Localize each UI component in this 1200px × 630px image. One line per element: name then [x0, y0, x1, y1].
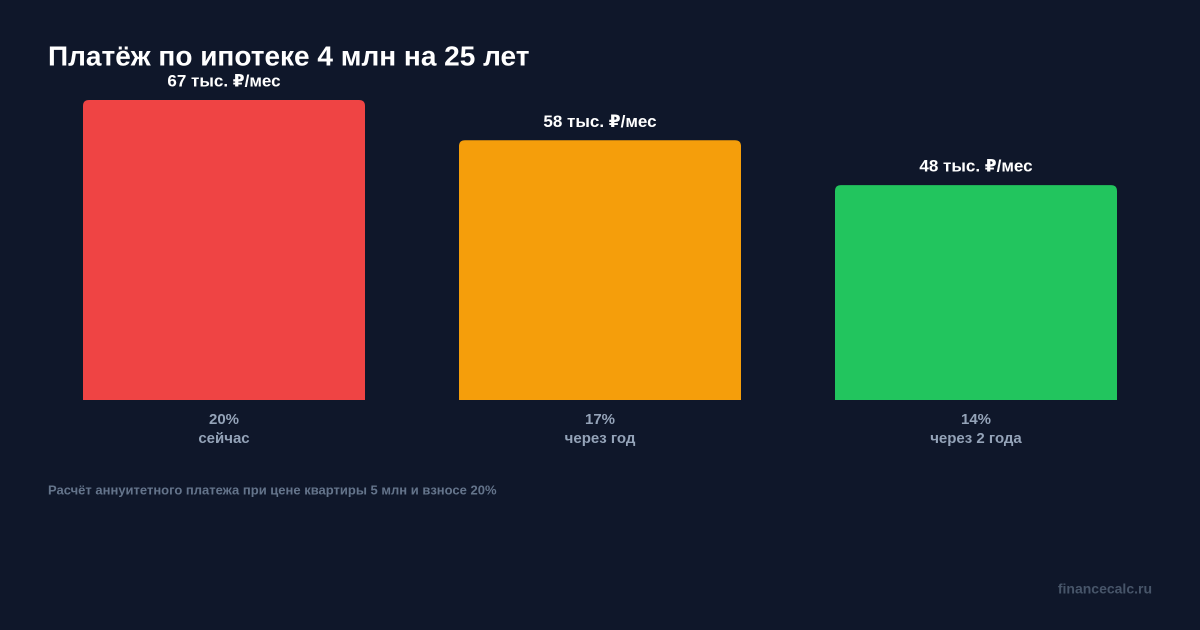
rate-label: 14% — [961, 411, 991, 428]
value-label: 58 тыс. ₽/мес — [543, 112, 656, 131]
x-tick-label: сейчас — [198, 430, 249, 447]
footnote: Расчёт аннуитетного платежа при цене ква… — [48, 482, 497, 497]
x-tick-label: через 2 года — [930, 430, 1022, 447]
bar — [835, 185, 1117, 400]
chart-title: Платёж по ипотеке 4 млн на 25 лет — [48, 40, 529, 71]
x-tick-label: через год — [565, 430, 636, 447]
bar — [459, 140, 741, 400]
value-label: 48 тыс. ₽/мес — [919, 157, 1032, 176]
rate-label: 20% — [209, 411, 239, 428]
rate-label: 17% — [585, 411, 615, 428]
bar — [83, 100, 365, 400]
source: financecalc.ru — [1058, 581, 1152, 597]
value-label: 67 тыс. ₽/мес — [167, 71, 280, 90]
